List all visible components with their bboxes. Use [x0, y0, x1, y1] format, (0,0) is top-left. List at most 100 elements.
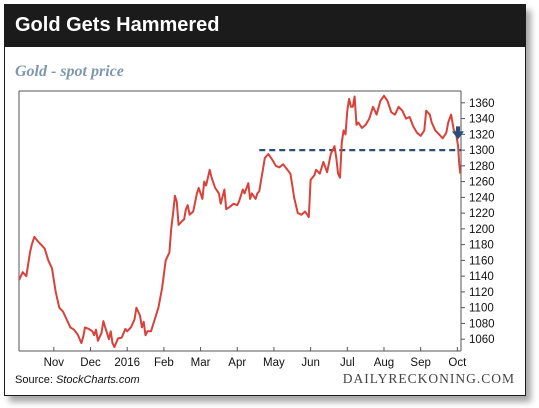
x-tick-label: Jun	[301, 357, 320, 369]
data-point	[348, 98, 350, 100]
y-axis-ticks	[461, 102, 465, 340]
data-point	[44, 248, 46, 250]
chart-subtitle: Gold - spot price	[15, 63, 124, 80]
y-tick-label: 1160	[469, 255, 494, 267]
data-point	[322, 161, 324, 163]
data-point	[40, 244, 42, 246]
data-point	[18, 279, 20, 281]
y-tick-label: 1240	[469, 192, 495, 204]
data-point	[341, 141, 343, 143]
x-tick-label: 2016	[114, 357, 140, 369]
y-tick-label: 1200	[469, 224, 495, 236]
data-point	[300, 214, 302, 216]
source-value: StockCharts.com	[55, 374, 140, 386]
data-point	[247, 182, 249, 184]
data-point	[313, 174, 315, 176]
data-point	[106, 332, 108, 334]
data-point	[442, 137, 444, 139]
data-point	[88, 328, 90, 330]
data-point	[108, 338, 110, 340]
data-point	[187, 204, 189, 206]
data-point	[22, 271, 24, 273]
x-tick-label: Dec	[80, 357, 101, 369]
data-point	[335, 157, 337, 159]
data-point	[409, 116, 411, 118]
data-point	[431, 122, 433, 124]
data-point	[255, 198, 257, 200]
data-point	[453, 129, 455, 131]
data-point	[214, 187, 216, 189]
data-point	[161, 287, 163, 289]
data-point	[282, 163, 284, 165]
data-point	[198, 187, 200, 189]
y-tick-label: 1060	[469, 334, 495, 346]
data-point	[438, 133, 440, 135]
gold-price-line	[18, 94, 462, 349]
data-point	[412, 125, 414, 127]
data-point	[91, 330, 93, 332]
data-point	[29, 252, 31, 254]
gold-price-chart: Nov Dec 2016 Feb Mar Apr May Jun Jul Aug Sep Oct 10…	[18, 90, 495, 369]
data-point	[251, 192, 253, 194]
y-tick-label: 1080	[469, 318, 495, 330]
data-point	[434, 129, 436, 131]
data-point	[315, 169, 317, 171]
data-point	[55, 291, 57, 293]
data-point	[357, 122, 359, 124]
x-tick-label: Apr	[228, 357, 246, 369]
data-point	[394, 114, 396, 116]
data-point	[310, 179, 312, 181]
data-point	[93, 334, 95, 336]
data-point	[365, 124, 367, 126]
data-point	[178, 224, 180, 226]
source-note: Source: StockCharts.com	[15, 374, 140, 386]
data-point	[267, 153, 269, 155]
data-point	[220, 203, 222, 205]
y-tick-label: 1360	[469, 98, 495, 110]
data-point	[238, 200, 240, 202]
data-point	[112, 342, 114, 344]
data-point	[405, 118, 407, 120]
data-point	[47, 259, 49, 261]
data-point	[458, 162, 460, 164]
data-point	[275, 165, 277, 167]
data-point	[145, 334, 147, 336]
data-point	[429, 114, 431, 116]
chart-card: Gold Gets Hammered Gold - spot price Nov…	[4, 4, 526, 396]
data-point	[82, 336, 84, 338]
data-point	[297, 212, 299, 214]
data-point	[355, 124, 357, 126]
data-point	[339, 177, 341, 179]
data-point	[168, 252, 170, 254]
data-point	[289, 173, 291, 175]
data-point	[146, 330, 148, 332]
plot-area	[18, 90, 462, 352]
data-point	[416, 132, 418, 134]
data-point	[218, 192, 220, 194]
data-point	[343, 129, 345, 131]
data-point	[84, 326, 86, 328]
source-label: Source:	[15, 374, 56, 386]
data-point	[139, 315, 141, 317]
y-axis-labels: 1060 1080 1100 1120 1140 1160 1180 1200 1220 1240…	[469, 98, 495, 346]
data-point	[101, 332, 103, 334]
data-point	[383, 95, 385, 97]
y-tick-label: 1300	[469, 145, 495, 157]
data-point	[423, 129, 425, 131]
data-point	[124, 328, 126, 330]
brand-wordmark: DAILYRECKONING.COM	[342, 371, 515, 386]
data-point	[223, 188, 225, 190]
y-tick-label: 1140	[469, 271, 494, 283]
data-point	[278, 166, 280, 168]
data-point	[192, 211, 194, 213]
data-point	[73, 329, 75, 331]
data-point	[51, 267, 53, 269]
data-point	[225, 208, 227, 210]
y-tick-label: 1120	[469, 287, 494, 299]
y-tick-label: 1260	[469, 177, 495, 189]
y-tick-label: 1100	[469, 303, 494, 315]
data-point	[157, 307, 159, 309]
data-point	[447, 122, 449, 124]
data-point	[376, 114, 378, 116]
data-point	[445, 132, 447, 134]
